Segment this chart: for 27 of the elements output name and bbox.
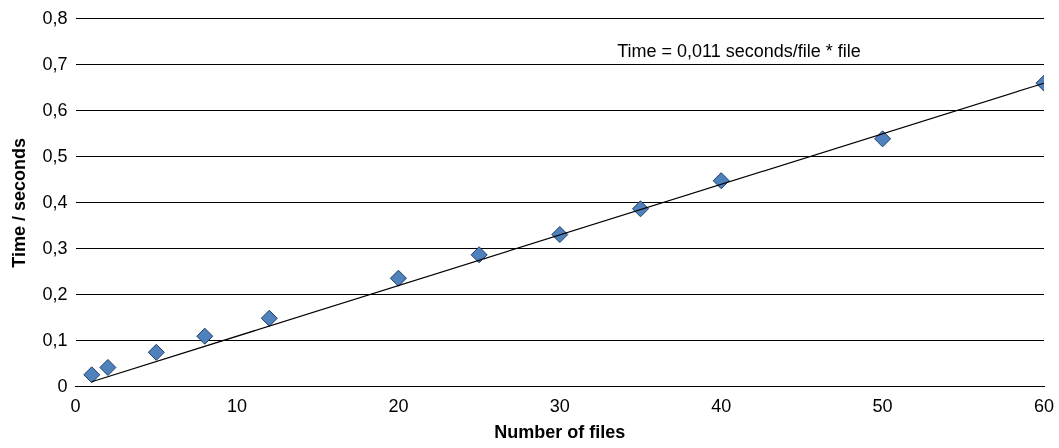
y-tick-label: 0,8 — [42, 7, 68, 28]
y-tick-label: 0,6 — [42, 99, 68, 120]
y-tick-label: 0 — [57, 375, 68, 396]
x-tick-label: 60 — [1033, 395, 1055, 416]
x-tick-label: 20 — [388, 395, 409, 416]
y-axis-title: Time / seconds — [8, 137, 29, 268]
y-tick-label: 0,4 — [42, 191, 68, 212]
y-tick-label: 0,7 — [42, 53, 68, 74]
point — [389, 269, 407, 287]
x-tick-label: 0 — [70, 395, 81, 416]
point — [470, 246, 488, 264]
point — [196, 327, 214, 345]
y-tick-label: 0,5 — [42, 145, 68, 166]
x-tick-label: 30 — [549, 395, 570, 416]
point — [874, 130, 892, 148]
x-tick-label: 40 — [711, 395, 732, 416]
x-axis-title: Number of files — [494, 422, 626, 443]
point — [99, 358, 117, 376]
y-tick-label: 0,1 — [42, 329, 68, 350]
y-tick-label: 0,3 — [42, 237, 68, 258]
point — [83, 366, 101, 384]
y-tick-label: 0,2 — [42, 283, 68, 304]
x-tick-label: 50 — [872, 395, 893, 416]
annotation: Time = 0,011 seconds/file * file — [617, 40, 861, 61]
point — [260, 309, 278, 327]
point — [147, 343, 165, 361]
x-tick-label: 10 — [227, 395, 248, 416]
